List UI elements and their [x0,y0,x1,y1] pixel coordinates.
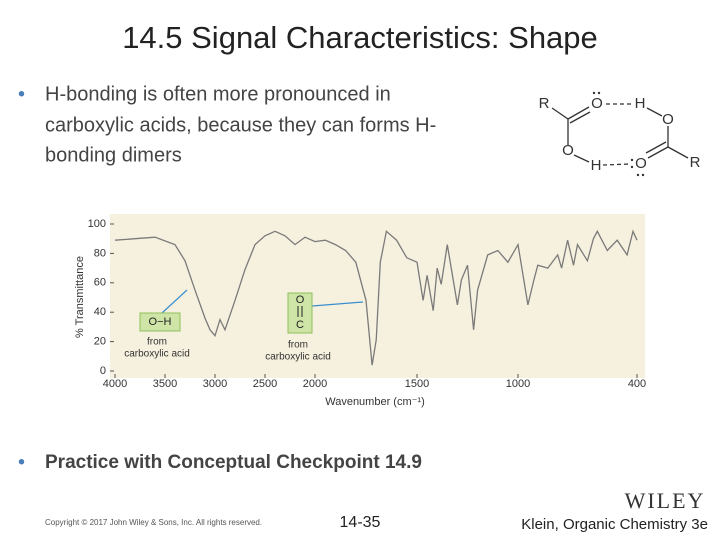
x-tick-label: 3500 [153,378,177,390]
structure [551,91,689,177]
atom: R [539,95,550,112]
y-tick-label: 60 [94,277,106,289]
bullet-line: bonding dimers [45,144,182,166]
y-tick-label: 0 [100,365,106,377]
atom: O [662,111,674,128]
copyright: Copyright © 2017 John Wiley & Sons, Inc.… [45,518,262,527]
spectrum-line [114,229,638,366]
atom: H [635,95,646,112]
y-axis-label: % Transmittance [74,256,86,338]
annotation-label: C [296,319,304,331]
bond [573,154,590,163]
book: Klein, Organic Chemistry 3e [521,516,708,533]
page-number: 14-35 [340,514,381,531]
label-box [139,312,181,332]
bond [551,107,569,120]
arrow [311,301,364,307]
bullet-line: H-bonding is often more pronounced in [45,83,391,105]
annotation-text: from [147,337,167,348]
atom: R [690,154,701,171]
y-tick-label: 20 [94,336,106,348]
x-axis-label: Wavenumber (cm⁻¹) [325,396,425,408]
annotation-text: carboxylic acid [124,349,190,360]
x-tick-label: 4000 [103,378,127,390]
atom: O [635,155,647,172]
x-tick-label: 1500 [405,378,429,390]
annotation-label: O [296,294,305,306]
slide-title: 14.5 Signal Characteristics: Shape [122,20,598,55]
bond [569,111,591,124]
plot-background [110,214,645,378]
bullet-line: Practice with Conceptual Checkpoint 14.9 [45,452,422,473]
publisher: WILEY [625,488,706,513]
bond [646,107,663,117]
bond [567,106,590,120]
label-box [287,292,313,334]
bullet-line: carboxylic acids, because they can forms… [45,114,436,136]
arrow [161,289,188,314]
atom: H [591,157,602,174]
bond [645,141,667,154]
annotation-text: from [288,340,308,351]
y-tick-label: 80 [94,247,106,259]
atom: O [562,142,574,159]
bond [667,146,689,159]
annotation-label: O−H [149,316,172,328]
x-tick-label: 2000 [303,378,327,390]
y-tick-label: 40 [94,306,106,318]
x-tick-label: 1000 [506,378,530,390]
x-tick-label: 400 [628,378,646,390]
bullet-dot: • [18,83,25,105]
annotation-text: carboxylic acid [265,352,331,363]
ir-chart: % Transmittance Wavenumber (cm⁻¹) 0 20 40 6… [74,214,646,408]
x-tick-label: 3000 [203,378,227,390]
atom: O [591,95,603,112]
h-bond [602,163,631,166]
y-tick-label: 100 [88,218,106,230]
x-tick-label: 2500 [253,378,277,390]
bond [647,146,669,159]
bullet-dot: • [18,451,25,473]
